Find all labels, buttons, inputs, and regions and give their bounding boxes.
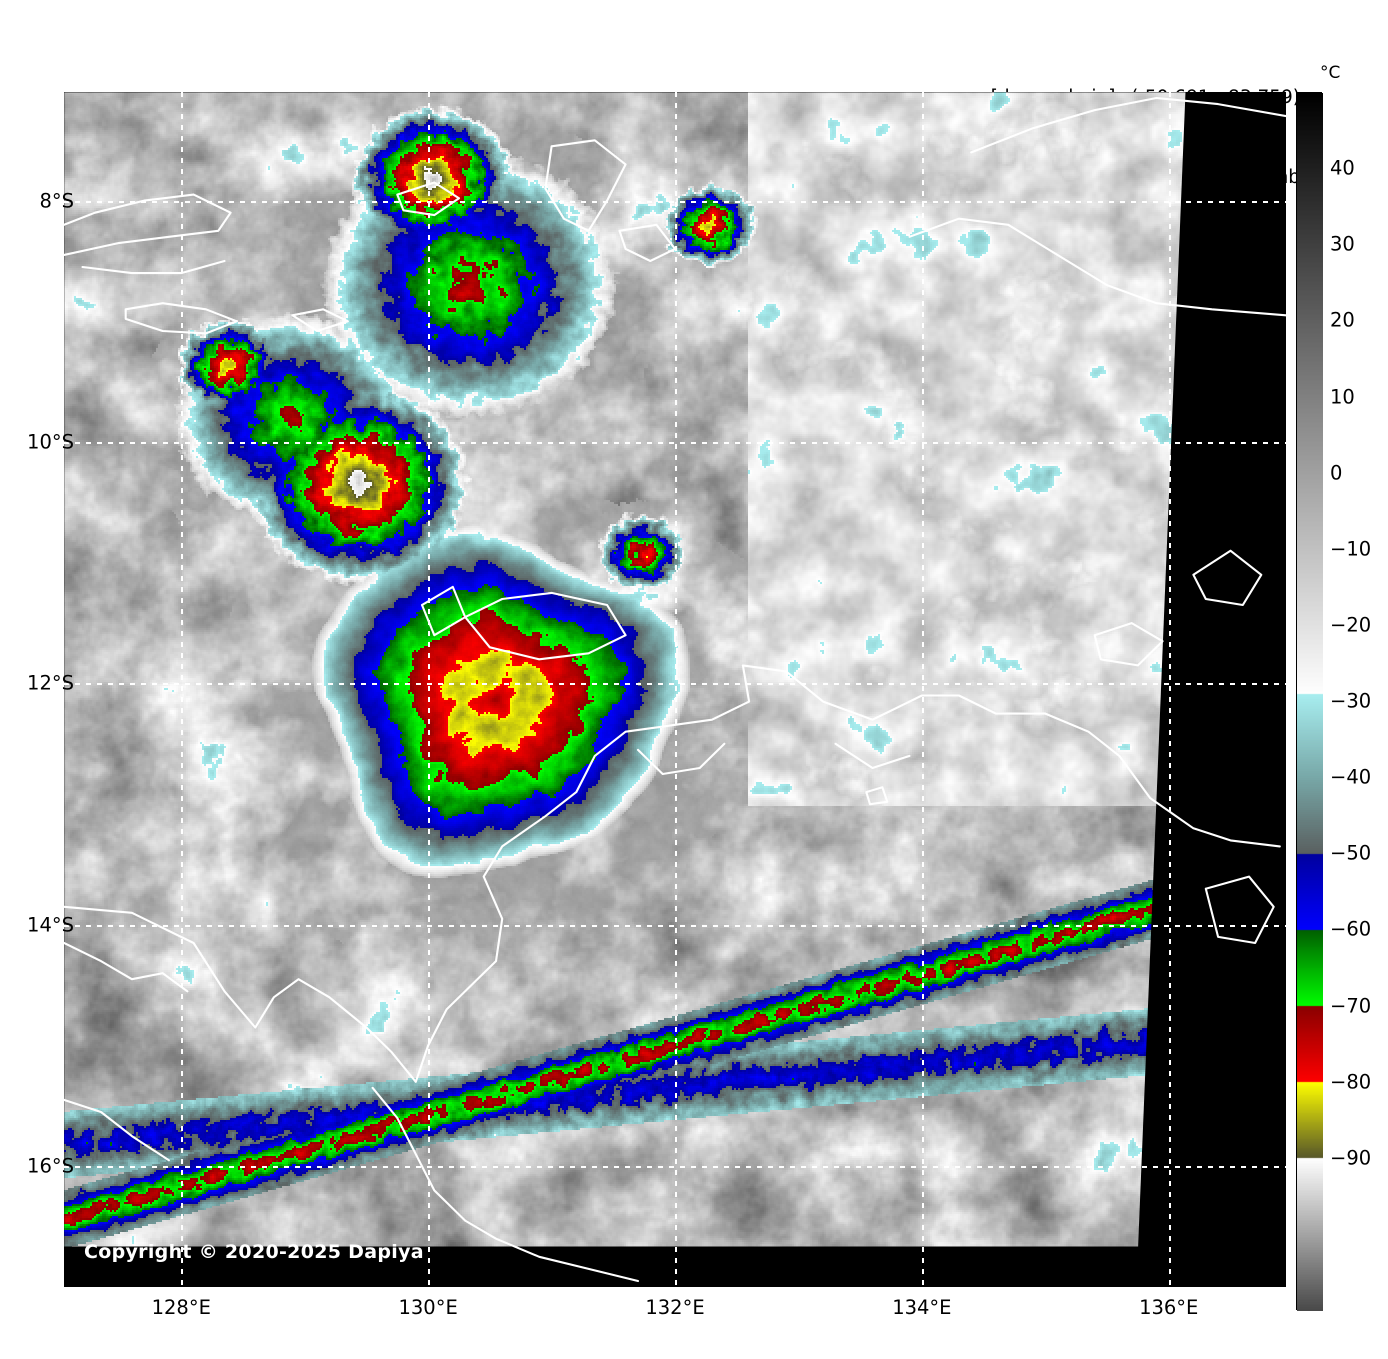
satellite-data-clip [64,92,1286,1287]
colorbar-tick-label: 20 [1330,308,1355,332]
colorbar [1296,92,1323,1311]
colorbar-tick-label: −70 [1330,994,1372,1017]
colorbar-tick-label: −90 [1330,1146,1372,1170]
lat-tick-label: 16°S [27,1154,74,1178]
colorbar-tick-label: −10 [1330,537,1372,561]
colorbar-tick-label: −60 [1330,917,1372,941]
satellite-imagery [64,92,1186,1247]
colorbar-tick-label: −80 [1330,1070,1372,1094]
colorbar-tick-label: −50 [1330,841,1372,865]
lon-tick-label: 136°E [1139,1296,1199,1319]
colorbar-tick-label: 30 [1330,232,1355,256]
lon-tick-label: 130°E [398,1296,458,1319]
colorbar-tick-label: 40 [1330,156,1355,180]
lat-tick-label: 14°S [27,913,74,937]
copyright-label: Copyright © 2020-2025 Dapiya [84,1241,424,1263]
satellite-image-plot: Copyright © 2020-2025 Dapiya [64,92,1286,1287]
colorbar-tick-label: −30 [1330,689,1372,713]
colorbar-unit-label: °C [1320,63,1341,83]
lon-tick-label: 134°E [892,1296,952,1319]
colorbar-tick-label: −40 [1330,765,1372,789]
colorbar-tick-label: 0 [1330,461,1343,485]
lon-tick-label: 132°E [645,1296,705,1319]
lon-tick-label: 128°E [151,1296,211,1319]
lat-tick-label: 8°S [39,189,74,213]
colorbar-tick-label: 10 [1330,385,1355,408]
lat-tick-label: 10°S [27,430,74,454]
colorbar-tick-label: −20 [1330,613,1372,637]
lat-tick-label: 12°S [27,671,74,695]
